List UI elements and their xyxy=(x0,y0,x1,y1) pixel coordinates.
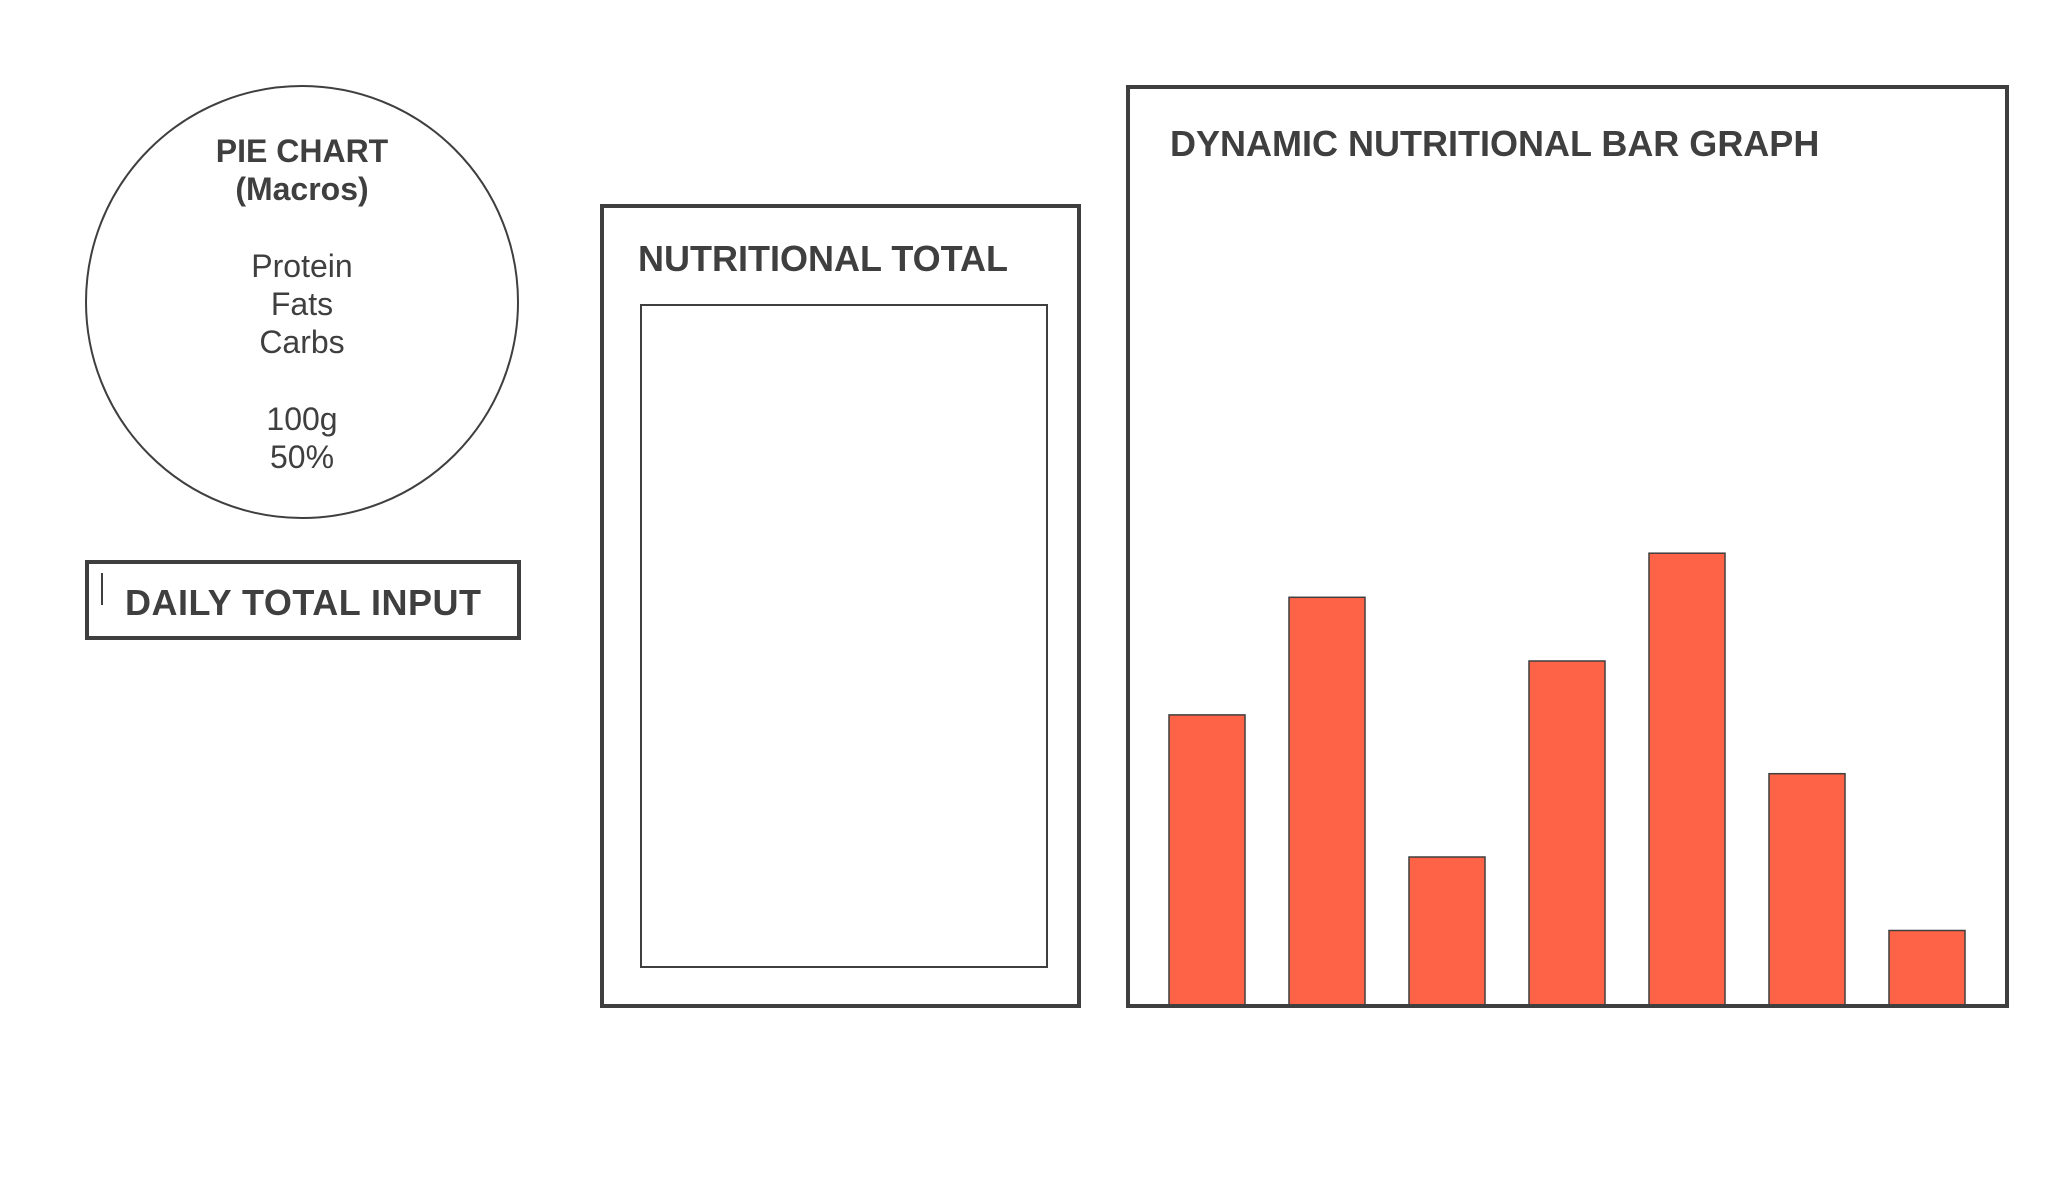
macro-list: Protein Fats Carbs xyxy=(87,247,517,361)
bar-graph-title: DYNAMIC NUTRITIONAL BAR GRAPH xyxy=(1170,123,1820,164)
pie-chart-title-line2: (Macros) xyxy=(235,171,369,207)
bar-7 xyxy=(1888,929,1966,1004)
nutritional-total-content-box xyxy=(640,304,1048,968)
macro-carbs-label: Carbs xyxy=(259,324,345,360)
bar-graph-chart xyxy=(1168,552,1966,1004)
macro-values: 100g 50% xyxy=(87,400,517,476)
bar-graph-panel: DYNAMIC NUTRITIONAL BAR GRAPH xyxy=(1126,85,2009,1008)
bar-5 xyxy=(1648,552,1726,1004)
nutritional-total-panel: NUTRITIONAL TOTAL xyxy=(600,204,1081,1008)
pie-chart-placeholder: PIE CHART (Macros) Protein Fats Carbs 10… xyxy=(85,85,519,519)
daily-total-input[interactable]: DAILY TOTAL INPUT xyxy=(85,560,521,640)
bar-3 xyxy=(1408,856,1486,1004)
text-cursor xyxy=(101,573,103,605)
macro-protein-label: Protein xyxy=(251,248,353,284)
bar-1 xyxy=(1168,714,1246,1004)
macro-fats-label: Fats xyxy=(270,286,334,322)
bar-2 xyxy=(1288,596,1366,1004)
bar-6 xyxy=(1768,772,1846,1004)
bar-4 xyxy=(1528,660,1606,1004)
macro-amount: 100g xyxy=(266,401,338,437)
nutritional-total-title: NUTRITIONAL TOTAL xyxy=(638,238,1008,279)
daily-total-input-label: DAILY TOTAL INPUT xyxy=(125,582,482,623)
pie-chart-title-line1: PIE CHART xyxy=(215,133,389,169)
pie-chart-title: PIE CHART (Macros) xyxy=(87,132,517,208)
macro-percent: 50% xyxy=(269,439,335,475)
